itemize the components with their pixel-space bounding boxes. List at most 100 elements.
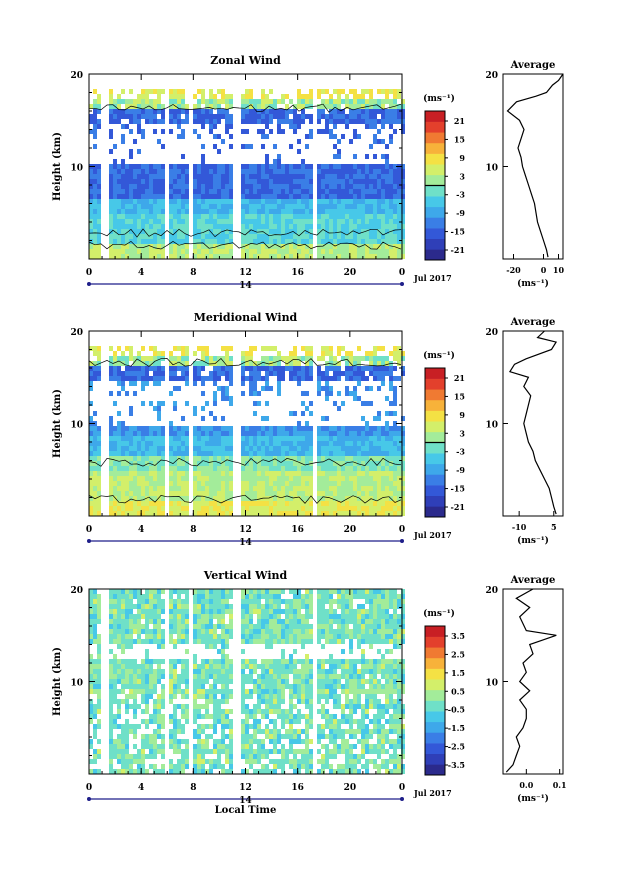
heatmap-cell — [213, 371, 217, 376]
heatmap-cell — [133, 694, 137, 699]
heatmap-cell — [305, 491, 309, 496]
heatmap-cell — [273, 169, 277, 174]
heatmap-cell — [113, 604, 117, 609]
heatmap-cell — [289, 99, 293, 104]
heatmap-cell — [153, 501, 157, 506]
heatmap-cell — [381, 491, 385, 496]
heatmap-cell — [181, 604, 185, 609]
average-line — [508, 330, 558, 515]
heatmap-cell — [265, 486, 269, 491]
heatmap-cell — [217, 219, 221, 224]
heatmap-cell — [401, 416, 405, 421]
heatmap-cell — [253, 119, 257, 124]
heatmap-cell — [369, 501, 373, 506]
heatmap-cell — [177, 604, 181, 609]
heatmap-cell — [345, 179, 349, 184]
heatmap-cell — [377, 386, 381, 391]
heatmap-cell — [125, 491, 129, 496]
heatmap-cell — [249, 356, 253, 361]
heatmap-cell — [381, 426, 385, 431]
heatmap-cell — [157, 431, 161, 436]
heatmap-cell — [373, 134, 377, 139]
heatmap-cell — [157, 496, 161, 501]
heatmap-cell — [161, 401, 165, 406]
heatmap-cell — [141, 769, 145, 774]
heatmap-cell — [241, 496, 245, 501]
heatmap-cell — [301, 114, 305, 119]
heatmap-cell — [301, 159, 305, 164]
heatmap-cell — [117, 169, 121, 174]
heatmap-cell — [181, 209, 185, 214]
heatmap-cell — [393, 254, 397, 259]
heatmap-cell — [221, 664, 225, 669]
heatmap-cell — [209, 94, 213, 99]
heatmap-cell — [261, 356, 265, 361]
heatmap-cell — [157, 189, 161, 194]
heatmap-cell — [185, 104, 189, 109]
heatmap-cell — [349, 99, 353, 104]
heatmap-cell — [157, 174, 161, 179]
heatmap-cell — [113, 744, 117, 749]
heatmap-cell — [181, 104, 185, 109]
heatmap-cell — [209, 99, 213, 104]
heatmap-cell — [145, 634, 149, 639]
heatmap-cell — [337, 346, 341, 351]
heatmap-cell — [345, 441, 349, 446]
heatmap-cell — [265, 169, 269, 174]
heatmap-cell — [193, 109, 197, 114]
heatmap-cell — [297, 501, 301, 506]
heatmap-cell — [89, 376, 93, 381]
heatmap-cell — [225, 466, 229, 471]
heatmap-cell — [225, 361, 229, 366]
heatmap-cell — [117, 199, 121, 204]
heatmap-cell — [173, 709, 177, 714]
heatmap-cell — [193, 199, 197, 204]
colorbar-swatch — [425, 217, 445, 229]
heatmap-cell — [341, 239, 345, 244]
heatmap-cell — [357, 179, 361, 184]
heatmap-cell — [121, 754, 125, 759]
heatmap-cell — [297, 229, 301, 234]
heatmap-cell — [329, 456, 333, 461]
heatmap-cell — [129, 451, 133, 456]
heatmap-cell — [373, 99, 377, 104]
heatmap-cell — [97, 371, 101, 376]
heatmap-cell — [261, 114, 265, 119]
heatmap-cell — [145, 486, 149, 491]
heatmap-cell — [321, 446, 325, 451]
heatmap-cell — [89, 381, 93, 386]
average-frame — [502, 330, 564, 517]
heatmap-cell — [289, 411, 293, 416]
heatmap-cell — [241, 104, 245, 109]
heatmap-cell — [341, 179, 345, 184]
heatmap-cell — [297, 239, 301, 244]
avg-unit: (ms⁻¹) — [517, 278, 549, 289]
heatmap-cell — [281, 441, 285, 446]
heatmap-cell — [377, 99, 381, 104]
heatmap-cell — [169, 199, 173, 204]
heatmap-cell — [173, 406, 177, 411]
heatmap-cell — [173, 689, 177, 694]
heatmap-cell — [197, 249, 201, 254]
heatmap-cell — [249, 481, 253, 486]
heatmap-cell — [89, 609, 93, 614]
heatmap-cell — [193, 239, 197, 244]
heatmap-cell — [93, 371, 97, 376]
heatmap-cell — [385, 89, 389, 94]
heatmap-cell — [157, 471, 161, 476]
heatmap-cell — [269, 491, 273, 496]
heatmap-cell — [213, 669, 217, 674]
heatmap-cell — [97, 254, 101, 259]
heatmap-cell — [325, 471, 329, 476]
heatmap-cell — [297, 209, 301, 214]
heatmap-cell — [245, 476, 249, 481]
heatmap-cell — [205, 451, 209, 456]
heatmap-cell — [301, 461, 305, 466]
heatmap-cell — [289, 461, 293, 466]
heatmap-cell — [365, 446, 369, 451]
heatmap-cell — [133, 684, 137, 689]
heatmap-cell — [353, 164, 357, 169]
heatmap-cell — [97, 604, 101, 609]
heatmap-cell — [289, 249, 293, 254]
